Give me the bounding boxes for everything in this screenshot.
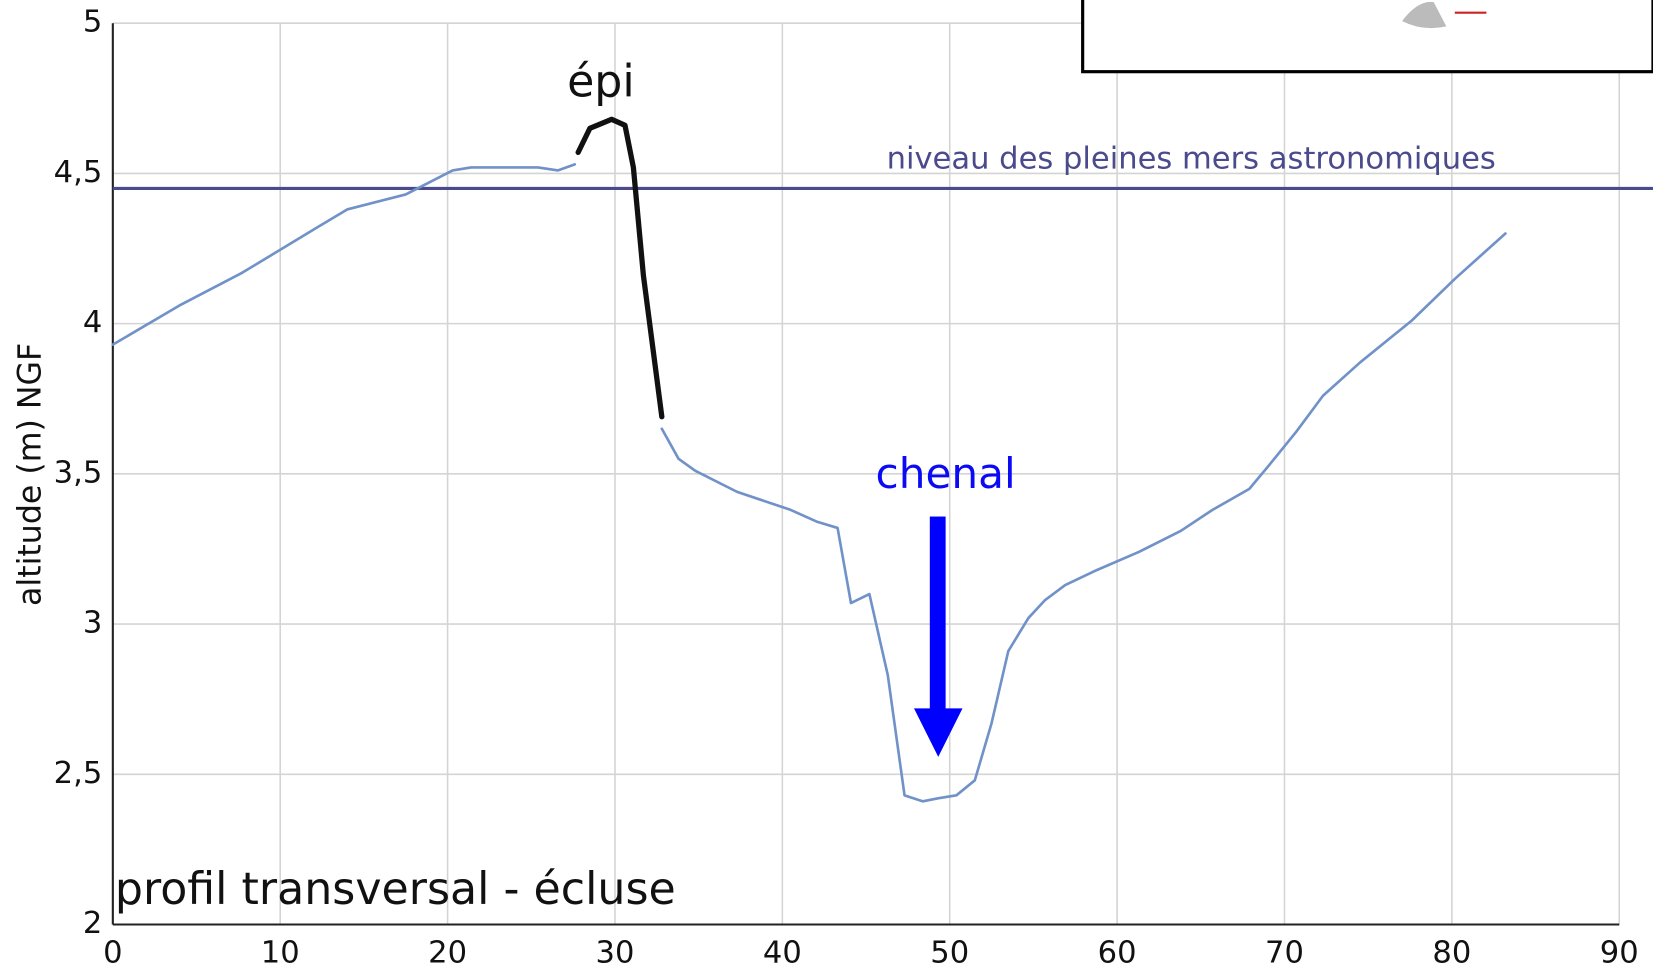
y-tick-label: 3,5 [54,455,103,490]
x-tick-label: 40 [763,936,802,971]
annotation: épi [567,56,635,107]
y-tick-label: 3 [83,606,102,641]
page: profil transversal - écluse épi chenal n… [0,0,1653,973]
data-line [578,119,662,416]
annotation: chenal [876,449,1016,498]
y-tick-label: 5 [83,5,102,40]
x-tick-label: 70 [1265,936,1304,971]
x-tick-label: 20 [428,936,467,971]
x-tick-label: 30 [596,936,635,971]
x-tick-label: 80 [1432,936,1471,971]
y-axis-label: altitude (m) NGF [13,343,49,606]
arrow-shaft [930,517,946,712]
arrow-head [914,708,962,756]
data-line [113,164,1506,801]
x-tick-label: 10 [261,936,300,971]
y-tick-label: 2 [83,906,102,941]
inset-photo [1083,0,1653,72]
annotation: profil transversal - écluse [115,864,676,915]
x-tick-label: 0 [103,936,122,971]
y-tick-label: 2,5 [54,756,103,791]
y-tick-label: 4,5 [54,155,103,190]
chart: profil transversal - écluse épi chenal n… [0,0,1653,973]
y-tick-label: 4 [83,305,102,340]
x-tick-label: 50 [930,936,969,971]
x-tick-label: 60 [1098,936,1137,971]
annotation: niveau des pleines mers astronomiques [887,142,1496,177]
x-tick-label: 90 [1600,936,1639,971]
